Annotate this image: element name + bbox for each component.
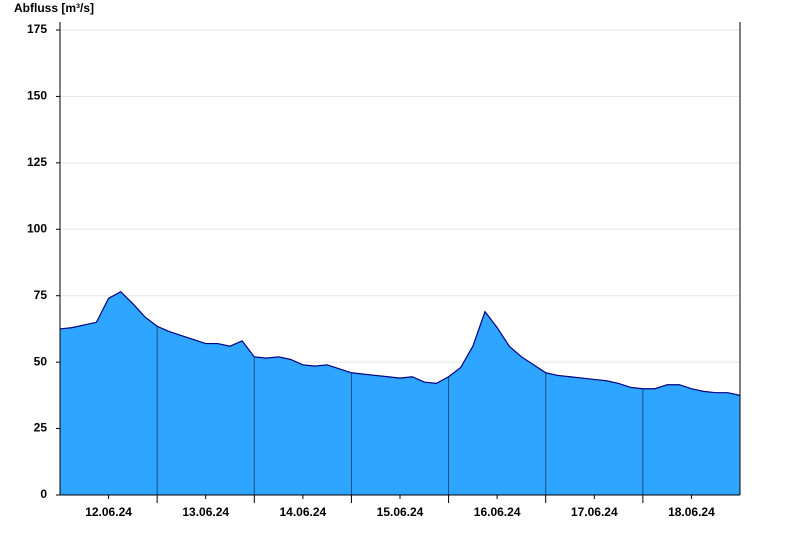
y-tick-label: 150 [27, 89, 47, 103]
area [60, 291, 740, 495]
y-tick-label: 25 [34, 421, 48, 435]
y-tick-label: 0 [40, 487, 47, 501]
x-tick-label: 14.06.24 [279, 505, 326, 519]
y-tick-label: 75 [34, 288, 48, 302]
y-tick-label: 50 [34, 354, 48, 368]
y-tick-label: 175 [27, 22, 47, 36]
y-tick-label: 100 [27, 221, 47, 235]
y-axis-title: Abfluss [m³/s] [14, 1, 94, 15]
x-tick-label: 13.06.24 [182, 505, 229, 519]
x-tick-label: 17.06.24 [571, 505, 618, 519]
x-tick-label: 18.06.24 [668, 505, 715, 519]
y-tick-label: 125 [27, 155, 47, 169]
x-tick-label: 16.06.24 [474, 505, 521, 519]
line [59, 290, 741, 396]
x-tick-label: 15.06.24 [377, 505, 424, 519]
x-tick-label: 12.06.24 [85, 505, 132, 519]
